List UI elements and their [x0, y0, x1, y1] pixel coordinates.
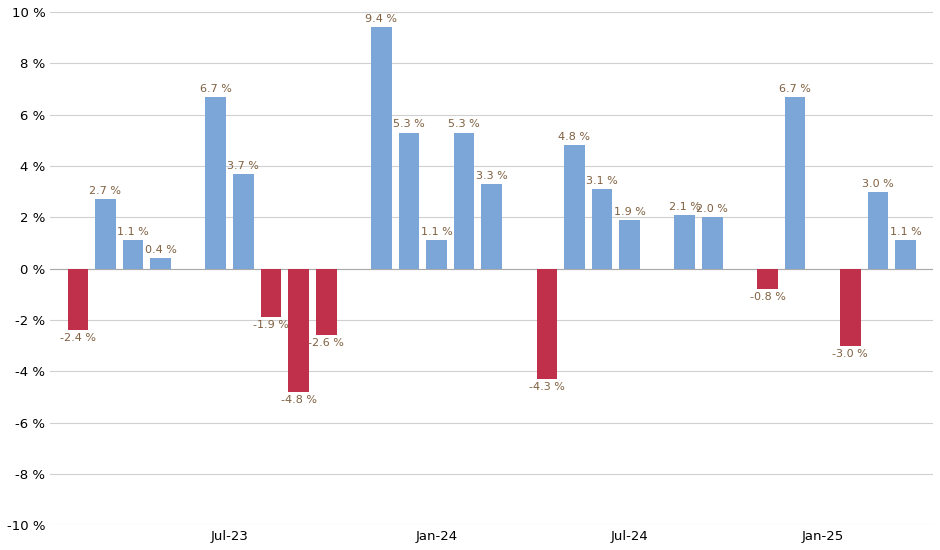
- Bar: [206, 97, 227, 268]
- Text: 0.4 %: 0.4 %: [145, 245, 177, 255]
- Bar: [426, 240, 446, 268]
- Text: 3.3 %: 3.3 %: [476, 171, 508, 181]
- Bar: [840, 268, 861, 345]
- Text: 1.1 %: 1.1 %: [118, 227, 149, 237]
- Bar: [371, 28, 392, 268]
- Text: 2.1 %: 2.1 %: [669, 202, 700, 212]
- Text: -4.3 %: -4.3 %: [529, 382, 565, 392]
- Bar: [95, 199, 116, 268]
- Bar: [316, 268, 337, 336]
- Text: 3.0 %: 3.0 %: [862, 179, 894, 189]
- Text: 5.3 %: 5.3 %: [393, 119, 425, 129]
- Text: 2.0 %: 2.0 %: [697, 204, 728, 214]
- Text: -2.4 %: -2.4 %: [60, 333, 96, 343]
- Bar: [702, 217, 723, 268]
- Bar: [591, 189, 612, 268]
- Bar: [399, 133, 419, 268]
- Text: 1.1 %: 1.1 %: [889, 227, 921, 237]
- Bar: [68, 268, 88, 330]
- Bar: [895, 240, 916, 268]
- Bar: [289, 268, 309, 392]
- Text: 6.7 %: 6.7 %: [200, 84, 232, 94]
- Text: 3.7 %: 3.7 %: [227, 161, 259, 170]
- Text: 9.4 %: 9.4 %: [366, 14, 398, 24]
- Bar: [619, 220, 640, 268]
- Bar: [868, 191, 888, 268]
- Text: 1.1 %: 1.1 %: [420, 227, 452, 237]
- Bar: [481, 184, 502, 268]
- Bar: [758, 268, 778, 289]
- Text: -4.8 %: -4.8 %: [280, 395, 317, 405]
- Text: 6.7 %: 6.7 %: [779, 84, 811, 94]
- Bar: [454, 133, 475, 268]
- Bar: [537, 268, 557, 379]
- Bar: [123, 240, 144, 268]
- Text: 5.3 %: 5.3 %: [448, 119, 480, 129]
- Text: -1.9 %: -1.9 %: [253, 321, 289, 331]
- Bar: [674, 214, 695, 268]
- Bar: [150, 258, 171, 268]
- Text: -3.0 %: -3.0 %: [833, 349, 869, 359]
- Text: 4.8 %: 4.8 %: [558, 133, 590, 142]
- Bar: [785, 97, 806, 268]
- Bar: [564, 145, 585, 268]
- Text: -2.6 %: -2.6 %: [308, 338, 344, 348]
- Text: 3.1 %: 3.1 %: [587, 176, 618, 186]
- Text: -0.8 %: -0.8 %: [749, 292, 786, 302]
- Bar: [260, 268, 281, 317]
- Bar: [233, 174, 254, 268]
- Text: 1.9 %: 1.9 %: [614, 207, 646, 217]
- Text: 2.7 %: 2.7 %: [89, 186, 121, 196]
